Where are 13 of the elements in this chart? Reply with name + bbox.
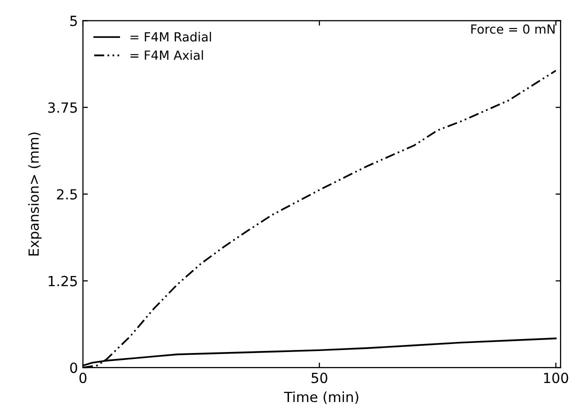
x-tick-label: 100	[544, 372, 568, 384]
y-tick-label: 1.25	[48, 276, 77, 286]
y-tick-label: 5	[70, 16, 77, 26]
y-tick-label: 3.75	[48, 102, 77, 113]
x-tick-label: 50	[312, 372, 328, 384]
x-tick-label: 0	[79, 372, 86, 384]
legend-label: = F4M Radial	[130, 32, 211, 42]
legend-label: = F4M Axial	[130, 50, 203, 60]
y-axis-title: Expansion> (mm)	[28, 132, 42, 256]
annotation: Force = 0 mN	[471, 24, 555, 34]
x-axis-title: Time (min)	[284, 391, 358, 404]
y-tick-label: 2.5	[57, 189, 77, 200]
y-tick-label: 0	[70, 362, 78, 374]
